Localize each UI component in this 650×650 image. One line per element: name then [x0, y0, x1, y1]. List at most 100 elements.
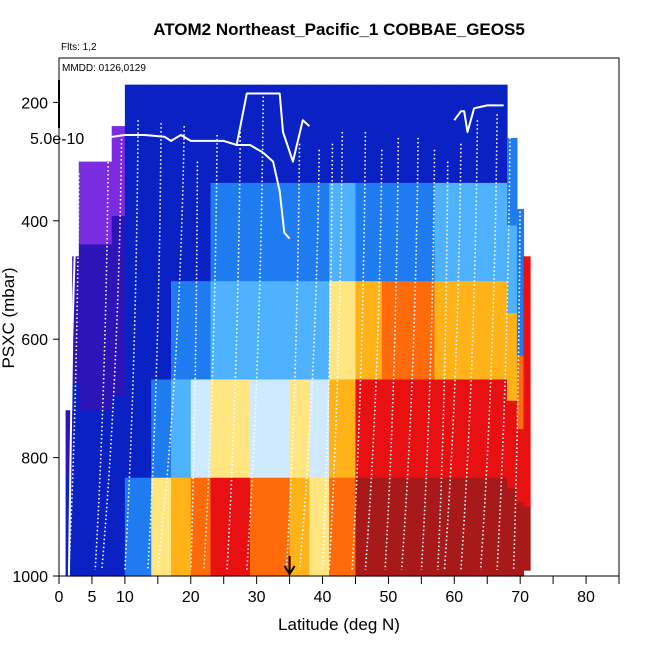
heatmap-cell — [250, 477, 271, 577]
heatmap-cell — [269, 379, 291, 479]
heatmap-cell — [329, 84, 357, 184]
sonde-profile-line — [298, 149, 320, 571]
sonde-profile-line — [157, 126, 185, 571]
heatmap-cell — [78, 327, 113, 411]
heatmap-cell — [434, 182, 462, 282]
heatmap-cell — [124, 281, 152, 381]
heatmap-cell — [329, 477, 357, 577]
heatmap-cell — [269, 84, 291, 184]
heatmap-cell — [111, 126, 126, 217]
heatmap-cell — [250, 379, 271, 479]
heatmap-cell — [408, 477, 436, 577]
y-axis-label: PSXC (mbar) — [0, 267, 18, 368]
heatmap-cell — [210, 477, 231, 577]
flight-tracks — [67, 92, 504, 577]
x-tick-label: 10 — [116, 589, 134, 606]
sonde-profiles — [68, 96, 521, 571]
heatmap-cell — [516, 282, 525, 357]
heatmap-cell — [190, 84, 212, 184]
heatmap-cell — [329, 182, 357, 282]
heatmap-cell — [250, 84, 271, 184]
heatmap-cell — [487, 84, 508, 184]
sonde-profile-line — [226, 131, 241, 571]
x-tick-label: 40 — [314, 589, 332, 606]
sonde-profile-line — [364, 149, 383, 571]
heatmap-cell — [355, 477, 383, 577]
y-tick-label: 400 — [21, 214, 48, 231]
heatmap-cell — [507, 400, 518, 489]
y-tick-label: 200 — [21, 95, 48, 112]
heatmap-cell — [171, 182, 192, 282]
heatmap-cell — [78, 493, 113, 577]
heatmap-cell — [309, 182, 330, 282]
heatmap-cell — [523, 444, 531, 508]
sonde-profile-line — [101, 134, 123, 571]
heatmap-cell — [507, 313, 518, 402]
sonde-profile-line — [351, 131, 367, 571]
x-tick-label: 5 — [87, 589, 96, 606]
sonde-profile-line — [460, 120, 479, 571]
heatmap-cell — [309, 379, 330, 479]
heatmap-cell — [434, 281, 462, 381]
heatmap-cell — [72, 448, 80, 513]
heatmap-cell — [507, 225, 518, 314]
heatmap-cell — [171, 379, 192, 479]
heatmap-cell — [487, 281, 508, 381]
heatmap-cell — [408, 84, 436, 184]
heatmap-cell — [190, 477, 212, 577]
heatmap-cell — [151, 477, 172, 577]
heatmap-cell — [408, 379, 436, 479]
heatmap-cell — [516, 208, 525, 283]
heatmap-cell — [516, 429, 525, 504]
flights-label: Flts: 1,2 — [61, 42, 97, 53]
heatmap-cell — [355, 84, 383, 184]
x-tick-label: 0 — [55, 589, 64, 606]
heatmap-cell — [381, 84, 409, 184]
heatmap-cell — [250, 182, 271, 282]
y-tick-label: 800 — [21, 451, 48, 468]
y-tick-label: 1000 — [12, 569, 48, 586]
heatmap-cell — [523, 381, 531, 446]
sonde-profile-line — [328, 131, 344, 571]
heatmap-cell — [355, 182, 383, 282]
flight-track-upper-line — [235, 92, 311, 163]
x-tick-label: 20 — [182, 589, 200, 606]
heatmap-cell — [329, 379, 357, 479]
heatmap-cell — [210, 182, 231, 282]
heatmap-cell — [230, 84, 251, 184]
heatmap-cell — [72, 512, 80, 577]
heatmap-cell — [171, 281, 192, 381]
heatmap-cell — [309, 84, 330, 184]
heatmap-cell — [72, 384, 80, 449]
x-tick-label: 60 — [445, 589, 463, 606]
latitude-marker-arrow — [283, 556, 296, 576]
x-tick-label: 30 — [248, 589, 266, 606]
heatmap-cell — [78, 410, 113, 494]
heatmap-cell — [65, 410, 73, 444]
heatmap-cell — [78, 244, 113, 328]
heatmap-cell — [230, 182, 251, 282]
heatmap-cell — [111, 396, 126, 487]
heatmap-cell — [460, 182, 488, 282]
heatmap-cell — [516, 355, 525, 430]
x-tick-label: 70 — [511, 589, 529, 606]
heatmap-cell — [65, 443, 73, 478]
heatmap-cell — [487, 182, 508, 282]
heatmap-cell — [190, 379, 212, 479]
sonde-profile-line — [512, 179, 521, 571]
heatmap-cell — [190, 182, 212, 282]
flight-track-line — [67, 131, 291, 577]
heatmap-cell — [124, 379, 152, 479]
heatmap-cell — [381, 182, 409, 282]
heatmap-cell — [72, 320, 80, 385]
heatmap-cell — [381, 379, 409, 479]
heatmap-cell — [523, 319, 531, 383]
colorbar-label: 5.0e-10 — [30, 131, 84, 148]
sonde-profile-line — [420, 149, 436, 571]
heatmap-cell — [460, 281, 488, 381]
heatmap-cell — [289, 281, 310, 381]
x-tick-label: 80 — [577, 589, 595, 606]
heatmap-cell — [190, 281, 212, 381]
heatmap-cell — [124, 182, 152, 282]
x-tick-label: 50 — [380, 589, 398, 606]
